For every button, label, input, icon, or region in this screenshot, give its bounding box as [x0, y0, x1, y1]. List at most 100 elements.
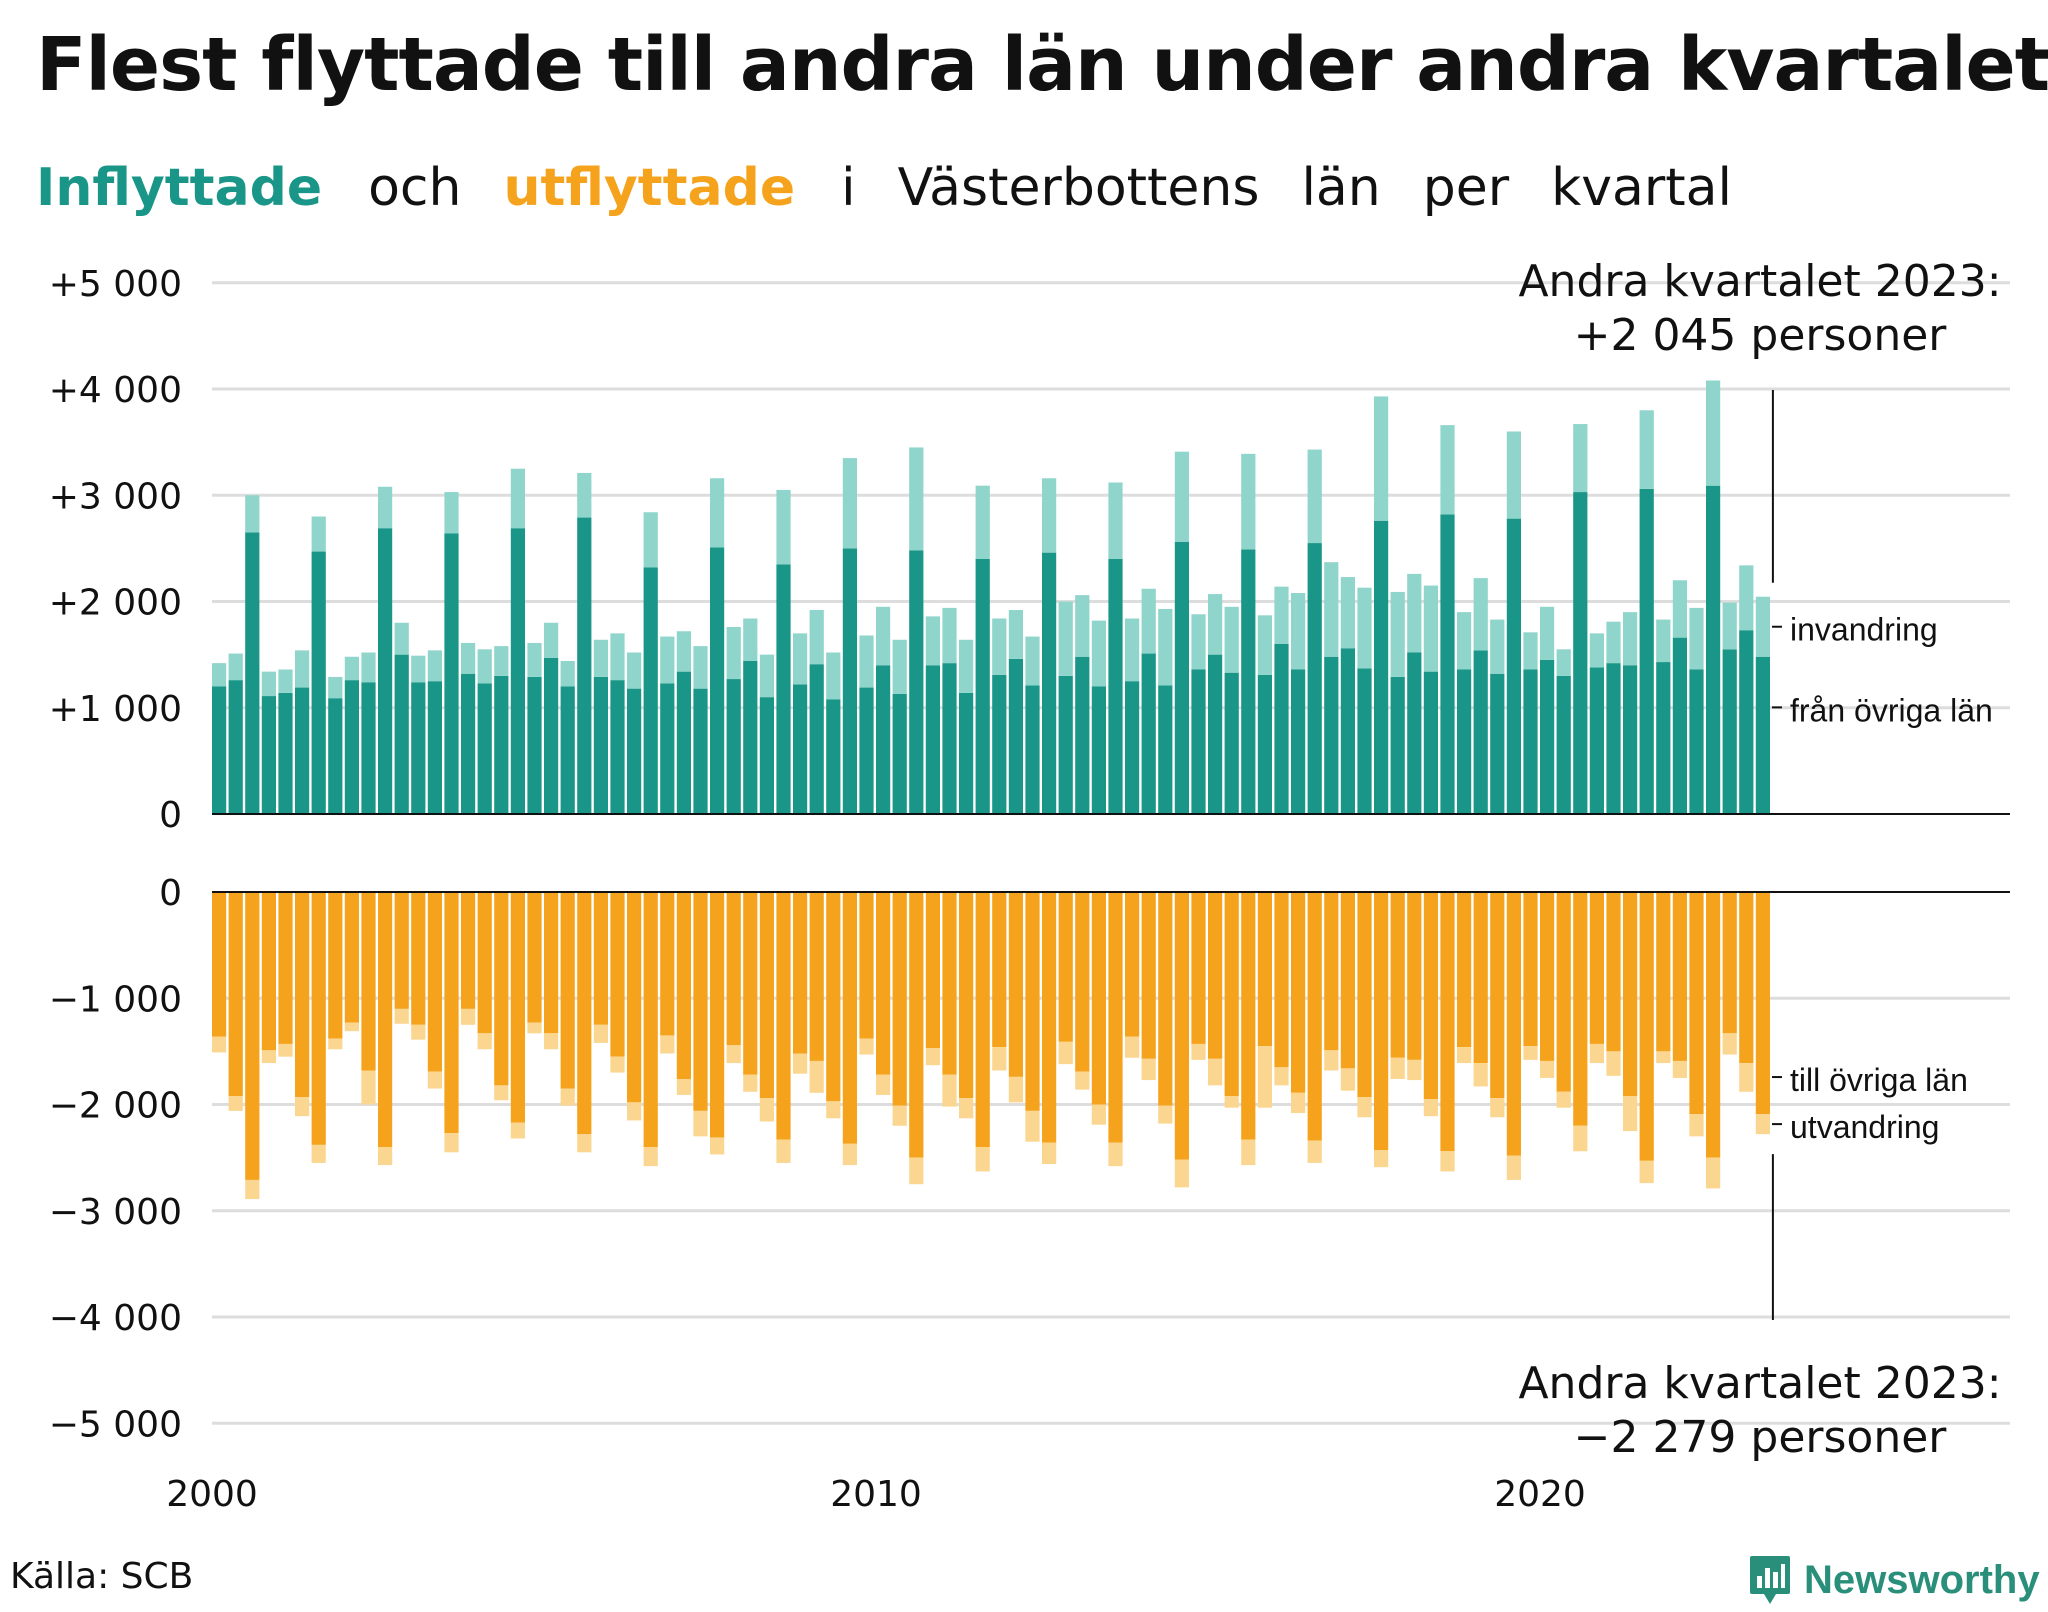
- bar-invandring: [643, 512, 658, 568]
- y-tick-label: −2 000: [49, 1086, 182, 1127]
- bar-utvandring: [1606, 1051, 1621, 1076]
- bar-utvandring: [1291, 1092, 1306, 1113]
- bar-invandring: [826, 652, 841, 700]
- bar-utvandring: [494, 1085, 509, 1101]
- bar-to-lan: [1274, 892, 1289, 1068]
- bar-invandring: [710, 478, 725, 548]
- bar-from-lan: [959, 692, 974, 814]
- bar-from-lan: [793, 684, 808, 814]
- axes: [212, 813, 2010, 893]
- bar-utvandring: [643, 1147, 658, 1167]
- bar-utvandring: [1224, 1096, 1239, 1108]
- y-axis-labels: +5 000 +4 000 +3 000 +2 000 +1 000 0 0 −1 000 −2…: [49, 264, 182, 1446]
- bars: [212, 380, 1770, 1200]
- bar-utvandring: [1689, 1114, 1704, 1137]
- bar-from-lan: [1606, 663, 1621, 814]
- bar-invandring: [527, 642, 542, 677]
- x-tick-label: 2010: [830, 1474, 922, 1515]
- bar-utvandring: [544, 1033, 559, 1050]
- bar-invandring: [427, 650, 442, 682]
- bar-from-lan: [427, 681, 442, 814]
- bar-invandring: [776, 489, 791, 565]
- bar-to-lan: [776, 892, 791, 1140]
- bar-from-lan: [643, 567, 658, 814]
- source-note: Källa: SCB: [10, 1556, 194, 1597]
- bar-to-lan: [610, 892, 625, 1057]
- bar-utvandring: [1722, 1033, 1737, 1055]
- bar-invandring: [1340, 577, 1355, 649]
- bar-from-lan: [1490, 673, 1505, 814]
- bar-invandring: [1722, 602, 1737, 650]
- bar-from-lan: [295, 687, 310, 814]
- bar-to-lan: [942, 892, 957, 1075]
- bar-to-lan: [212, 892, 227, 1037]
- bar-utvandring: [925, 1048, 940, 1066]
- bar-to-lan: [593, 892, 608, 1025]
- bar-invandring: [328, 676, 343, 699]
- bar-to-lan: [1108, 892, 1123, 1143]
- bar-from-lan: [1672, 637, 1687, 814]
- bar-utvandring: [726, 1045, 741, 1064]
- bar-invandring: [743, 618, 758, 661]
- bar-utvandring: [1058, 1041, 1073, 1065]
- annotation-top-line: +2 045 personer: [1574, 310, 1948, 361]
- bar-invandring: [444, 492, 459, 534]
- bar-from-lan: [378, 528, 393, 814]
- bar-from-lan: [311, 551, 326, 814]
- bar-invandring: [344, 656, 359, 681]
- bar-to-lan: [560, 892, 575, 1089]
- bar-to-lan: [1390, 892, 1405, 1058]
- bar-utvandring: [411, 1024, 426, 1040]
- bar-to-lan: [1672, 892, 1687, 1061]
- bar-invandring: [1672, 580, 1687, 638]
- chart-title: Flest flyttade till andra län under andr…: [36, 22, 2048, 108]
- bar-utvandring: [278, 1043, 293, 1057]
- bar-utvandring: [1423, 1099, 1438, 1117]
- bar-invandring: [1025, 636, 1040, 686]
- bar-utvandring: [1141, 1058, 1156, 1081]
- y-tick-label: 0: [159, 795, 182, 836]
- bar-to-lan: [925, 892, 940, 1049]
- chart-subtitle: Inflyttade och utflyttade i Västerbottens län…: [36, 158, 1732, 218]
- bar-to-lan: [676, 892, 691, 1079]
- bar-to-lan: [1025, 892, 1040, 1111]
- bar-from-lan: [261, 696, 276, 814]
- bar-utvandring: [361, 1070, 376, 1105]
- bar-invandring: [1374, 396, 1389, 521]
- bar-invandring: [1141, 588, 1156, 654]
- bar-from-lan: [1473, 650, 1488, 814]
- bar-to-lan: [743, 892, 758, 1075]
- series-label: invandring: [1790, 612, 1938, 648]
- bar-from-lan: [1755, 656, 1770, 814]
- subtitle-word: kvartal: [1551, 158, 1732, 218]
- bar-utvandring: [427, 1071, 442, 1089]
- bar-invandring: [311, 516, 326, 552]
- bar-invandring: [510, 468, 525, 529]
- bar-from-lan: [1556, 675, 1571, 814]
- bar-utvandring: [1241, 1139, 1256, 1166]
- bar-utvandring: [344, 1022, 359, 1032]
- bar-from-lan: [1722, 649, 1737, 814]
- bar-utvandring: [1091, 1104, 1106, 1125]
- bar-utvandring: [1208, 1058, 1223, 1086]
- bar-utvandring: [909, 1157, 924, 1185]
- bar-utvandring: [842, 1143, 857, 1166]
- bar-from-lan: [975, 559, 990, 814]
- grid-lines: [212, 281, 2010, 1425]
- bar-invandring: [461, 642, 476, 674]
- bar-from-lan: [1457, 669, 1472, 814]
- bar-to-lan: [577, 892, 592, 1135]
- bar-to-lan: [1125, 892, 1140, 1037]
- bar-utvandring: [1506, 1155, 1521, 1180]
- bar-from-lan: [1639, 488, 1654, 814]
- bar-utvandring: [793, 1053, 808, 1074]
- bar-invandring: [1540, 606, 1555, 660]
- bar-from-lan: [1108, 559, 1123, 814]
- y-tick-label: +4 000: [49, 370, 182, 411]
- bar-utvandring: [1623, 1096, 1638, 1132]
- bar-invandring: [1739, 565, 1754, 631]
- bar-invandring: [1108, 482, 1123, 559]
- bar-to-lan: [510, 892, 525, 1123]
- bar-to-lan: [693, 892, 708, 1111]
- bar-utvandring: [1324, 1050, 1339, 1071]
